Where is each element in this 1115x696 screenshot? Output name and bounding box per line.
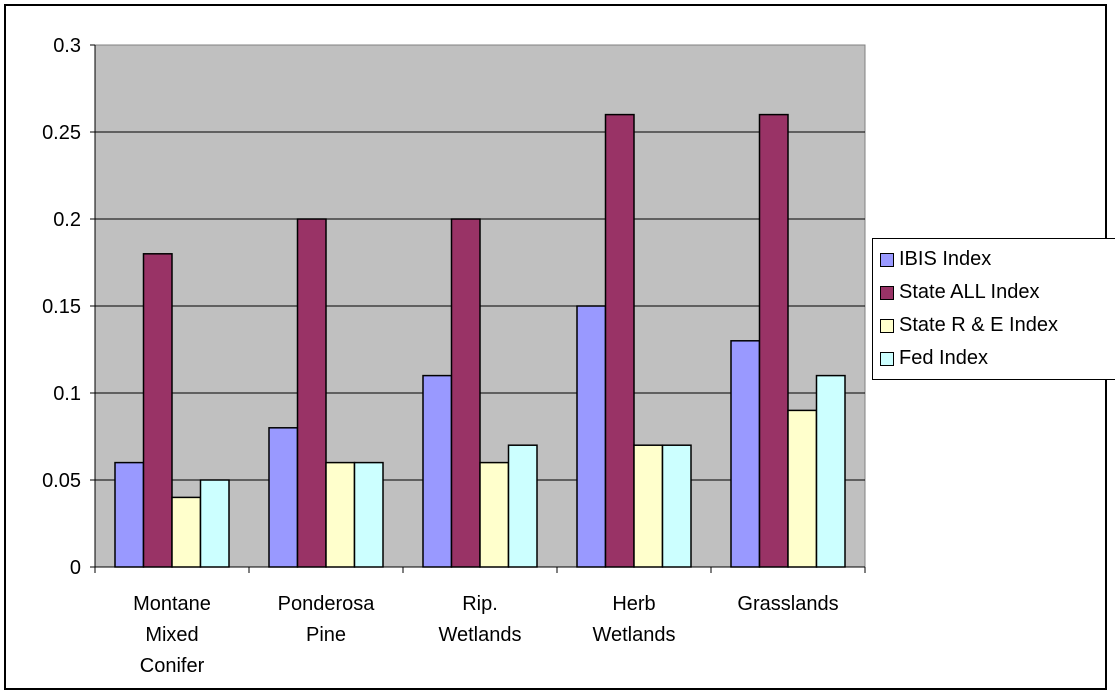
chart-frame: 0 0.05 0.1 0.15 0.2 0.25 0.3 Montane Mixed Conife… <box>4 4 1115 690</box>
legend-item: IBIS Index <box>880 243 1115 276</box>
bar <box>171 496 202 568</box>
legend-swatch <box>880 318 894 333</box>
legend-item: State ALL Index <box>880 276 1115 309</box>
legend-swatch <box>880 351 894 366</box>
y-tick-label: 0.05 <box>42 470 81 492</box>
bar <box>325 461 356 568</box>
legend-item: Fed Index <box>880 342 1115 375</box>
legend-swatch <box>880 252 894 267</box>
bar <box>142 253 173 568</box>
bar <box>787 409 818 568</box>
bar <box>114 461 145 568</box>
x-tick-label: Herb Wetlands <box>592 593 675 646</box>
legend-label: State R & E Index <box>899 314 1058 336</box>
bar <box>815 374 846 568</box>
x-tick-label: Grasslands <box>737 593 838 615</box>
bar-chart: 0 0.05 0.1 0.15 0.2 0.25 0.3 Montane Mixed Conife… <box>42 35 866 677</box>
y-tick-label: 0.3 <box>53 35 81 57</box>
legend-item: State R & E Index <box>880 309 1115 342</box>
y-tick-label: 0.25 <box>42 122 81 144</box>
bar <box>758 113 789 568</box>
x-tick-label: Montane Mixed Conifer <box>133 593 211 677</box>
bar <box>296 218 327 568</box>
bar <box>507 444 538 568</box>
tick-labels: 0 0.05 0.1 0.15 0.2 0.25 0.3 Montane Mixed Conife… <box>42 35 839 677</box>
axes <box>90 44 866 573</box>
bar <box>604 113 635 568</box>
legend-label: Fed Index <box>899 347 988 369</box>
bar <box>422 374 453 568</box>
y-tick-label: 0.15 <box>42 296 81 318</box>
bar <box>633 444 664 568</box>
y-tick-label: 0.2 <box>53 209 81 231</box>
x-tick-label: Rip. Wetlands <box>438 593 521 646</box>
y-tick-label: 0 <box>70 557 81 579</box>
bar <box>730 340 761 568</box>
bar <box>479 461 510 568</box>
bar <box>199 479 230 568</box>
legend: IBIS Index State ALL Index State R & E Ind… <box>872 238 1115 380</box>
bar <box>268 427 299 568</box>
legend-label: State ALL Index <box>899 281 1040 303</box>
bar <box>661 444 692 568</box>
bars <box>114 113 846 568</box>
legend-swatch <box>880 285 894 300</box>
bar <box>450 218 481 568</box>
y-tick-label: 0.1 <box>53 383 81 405</box>
bar <box>353 461 384 568</box>
legend-label: IBIS Index <box>899 248 992 270</box>
bar <box>576 305 607 568</box>
x-tick-label: Ponderosa Pine <box>278 593 376 646</box>
